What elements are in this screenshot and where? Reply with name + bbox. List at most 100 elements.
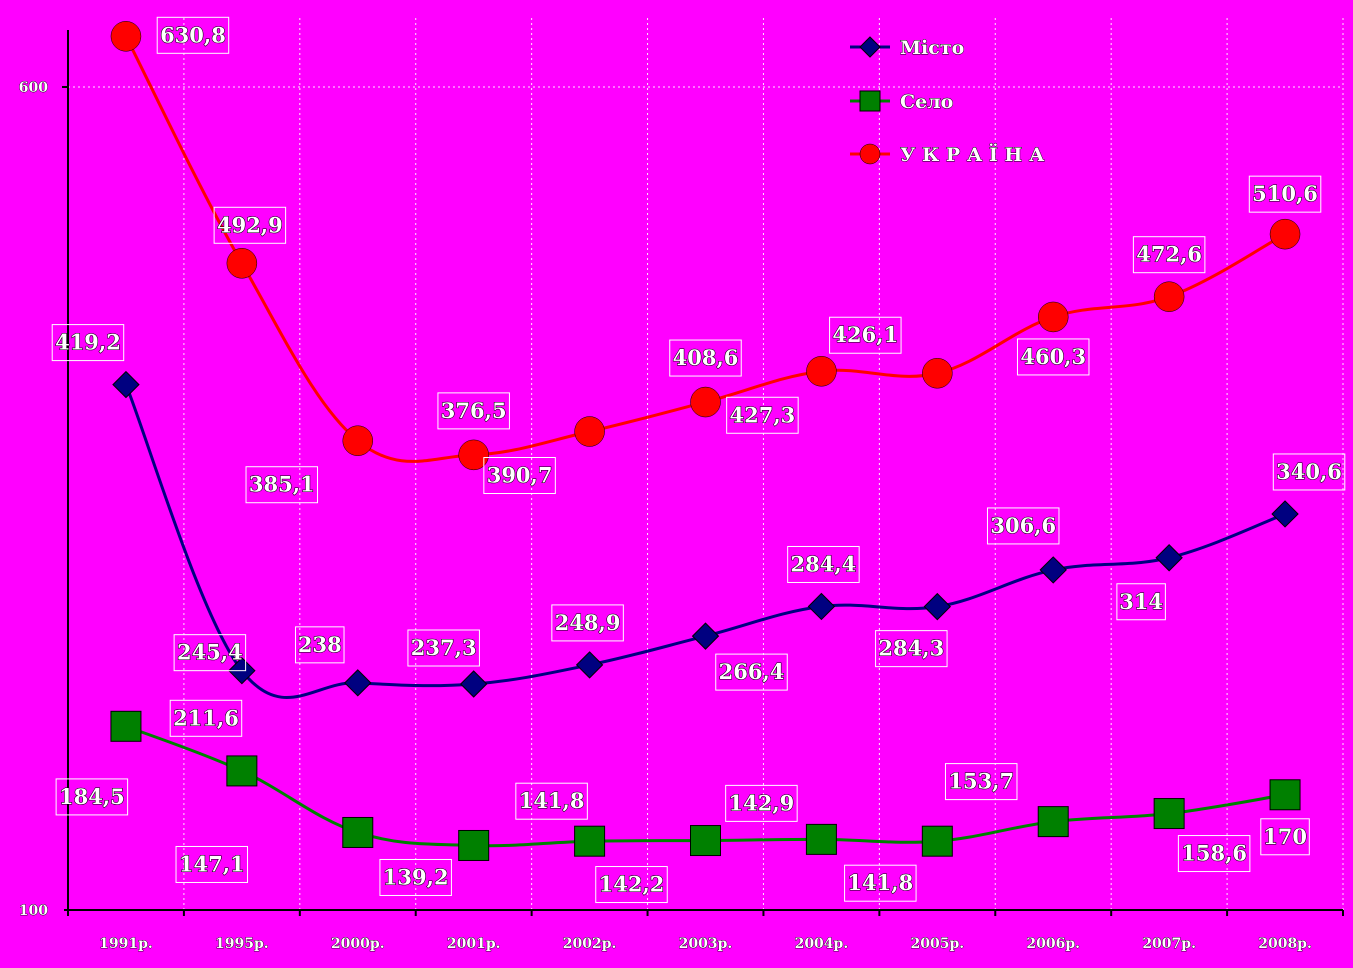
data-point-circle [110,21,142,52]
data-label-box [715,653,788,691]
data-label: 237,3 [411,635,477,660]
data-label-box [944,763,1018,801]
series-line [124,35,1286,463]
x-tick-label: 2003р. [679,936,733,952]
data-point-diamond [459,670,488,698]
data-label: 306,6 [990,513,1056,538]
data-label-box [1132,236,1206,274]
data-point-diamond [1039,556,1067,584]
data-point-square [690,825,721,857]
data-point-circle [1037,301,1069,333]
plot-area [68,18,1343,910]
data-label: 472,6 [1136,242,1202,267]
y-tick-label: 600 [19,80,48,96]
data-label: 408,6 [673,345,739,370]
data-point-diamond [691,622,720,650]
data-label-box [175,845,249,883]
data-label-box [726,396,799,434]
data-label-box [169,699,243,737]
data-label: 153,7 [948,769,1014,794]
data-label-box [1272,453,1346,491]
data-label: 245,4 [177,640,243,665]
data-point-circle [342,425,374,456]
data-point-diamond [1155,544,1183,572]
data-label-box [725,784,798,822]
data-point-square [921,825,953,857]
data-point-diamond [1271,500,1299,528]
data-label-box [1177,835,1251,873]
x-tick-label: 2004р. [795,936,849,952]
x-tick-label: 2008р. [1258,936,1312,952]
data-label-box [213,206,287,244]
data-point-circle [806,356,837,387]
data-point-diamond [112,370,140,399]
x-tick-label: 2007р. [1142,936,1196,952]
data-label: 340,6 [1276,459,1342,484]
data-label: 314 [1119,589,1163,614]
data-label-box [844,864,917,902]
data-point-square [1153,798,1185,830]
data-point-circle [458,439,489,471]
legend-label: Місто [900,37,964,59]
series-square [110,710,1301,861]
data-label: 284,3 [878,636,944,661]
data-label-box [1248,175,1322,213]
data-label: 184,5 [59,784,125,809]
data-label-box [245,466,319,504]
data-label: 139,2 [383,864,449,889]
series-layer [110,21,1301,861]
data-label: 238 [298,632,342,657]
data-point-circle [690,386,721,418]
data-point-circle [226,248,258,279]
x-tick-label: 1991р. [99,936,153,952]
data-label: 147,1 [179,851,245,876]
data-point-diamond [923,592,952,621]
data-point-circle [1269,218,1301,250]
data-label: 266,4 [719,659,785,684]
data-label-box [1260,818,1310,856]
legend: Місто Село У К Р А Ї Н А [850,36,1045,166]
data-point-square [342,816,374,848]
data-label-box [787,545,860,583]
data-point-diamond [807,592,836,621]
axes: 100 600 1991р. 1995р. 2000р. 2001р. 2002р. 2003… [18,30,1344,952]
data-point-square [226,755,258,787]
data-point-diamond [859,36,881,58]
data-label-box [875,630,948,668]
legend-label: Село [900,91,953,113]
data-point-square [110,710,142,742]
data-point-circle [922,357,953,389]
data-label: 141,8 [847,870,913,895]
legend-label: У К Р А Ї Н А [900,143,1045,166]
gridlines [68,18,1344,910]
data-label: 211,6 [173,705,239,730]
data-label: 385,1 [249,472,315,497]
data-point-square [574,825,606,857]
data-label-box [1116,583,1166,621]
data-point-diamond [575,651,604,679]
data-label-box [156,16,230,54]
data-label: 510,6 [1252,181,1318,206]
data-label: 142,2 [599,872,665,897]
data-label: 158,6 [1181,841,1247,866]
data-label-box [55,778,129,816]
data-point-square [1037,806,1069,838]
data-label-box [669,339,742,377]
data-point-circle [859,143,881,165]
x-tick-label: 2000р. [331,936,385,952]
data-label: 284,4 [791,551,857,576]
series-line [124,384,1286,699]
data-label: 170 [1263,824,1307,849]
data-label-box [829,316,902,354]
data-label-box [51,324,125,362]
series-circle [110,21,1301,471]
data-label-box [595,866,668,904]
data-label: 427,3 [730,402,796,427]
data-point-square [805,823,837,855]
data-label-box [295,626,345,664]
data-label: 390,7 [487,463,553,488]
data-label: 419,2 [55,330,121,355]
data-label: 630,8 [160,22,226,47]
x-tick-label: 2006р. [1026,936,1080,952]
